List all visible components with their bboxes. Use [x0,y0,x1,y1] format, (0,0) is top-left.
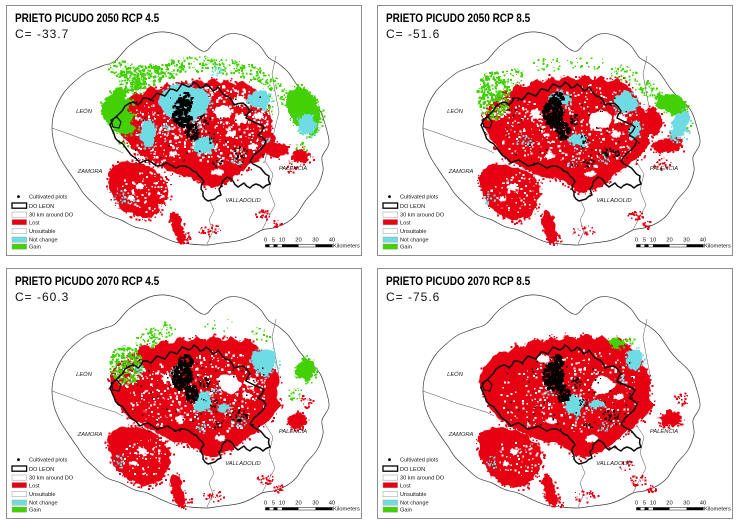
svg-text:DO LEON: DO LEON [400,467,425,473]
svg-text:ZAMORA: ZAMORA [448,169,474,175]
svg-text:Gain: Gain [400,508,412,514]
svg-text:5: 5 [643,500,646,506]
svg-text:VALLADOLID: VALLADOLID [596,461,631,467]
svg-text:Kilometers: Kilometers [704,507,731,513]
svg-text:VALLADOLID: VALLADOLID [225,461,260,467]
svg-text:Not change: Not change [29,238,58,244]
svg-text:DO LEON: DO LEON [400,204,425,210]
svg-text:5: 5 [643,237,646,243]
svg-text:30: 30 [312,237,318,243]
svg-text:40: 40 [329,500,335,506]
svg-text:Cultivated plots: Cultivated plots [29,195,67,201]
svg-text:Not change: Not change [29,501,58,507]
svg-text:Gain: Gain [29,245,41,251]
svg-text:Unsuitable: Unsuitable [29,492,55,498]
svg-text:Gain: Gain [400,245,412,251]
svg-text:Cultivated plots: Cultivated plots [400,458,438,464]
svg-text:30 km around DO: 30 km around DO [400,213,445,219]
svg-text:10: 10 [650,500,656,506]
svg-text:10: 10 [279,237,285,243]
svg-text:Cultivated plots: Cultivated plots [29,458,67,464]
svg-text:PALENCIA: PALENCIA [279,429,307,435]
svg-text:ZAMORA: ZAMORA [77,432,103,438]
svg-text:LEÓN: LEÓN [76,108,93,115]
svg-text:10: 10 [650,237,656,243]
svg-text:ZAMORA: ZAMORA [77,169,103,175]
svg-text:5: 5 [272,237,275,243]
svg-text:Cultivated plots: Cultivated plots [400,195,438,201]
svg-text:PALENCIA: PALENCIA [650,166,678,172]
svg-text:Not change: Not change [400,238,429,244]
svg-text:DO LEON: DO LEON [29,467,54,473]
svg-text:Lost: Lost [400,484,411,490]
svg-text:30: 30 [312,500,318,506]
svg-text:20: 20 [666,237,672,243]
svg-text:40: 40 [700,237,706,243]
svg-text:20: 20 [295,237,301,243]
svg-text:LEÓN: LEÓN [447,108,464,115]
svg-text:5: 5 [272,500,275,506]
svg-text:30 km around DO: 30 km around DO [400,476,445,482]
svg-text:30 km around DO: 30 km around DO [29,213,74,219]
svg-text:30 km around DO: 30 km around DO [29,476,74,482]
svg-text:PALENCIA: PALENCIA [279,166,307,172]
svg-text:Kilometers: Kilometers [704,244,731,250]
svg-text:Unsuitable: Unsuitable [400,492,426,498]
svg-text:Kilometers: Kilometers [333,507,360,513]
svg-text:ZAMORA: ZAMORA [448,432,474,438]
svg-text:40: 40 [700,500,706,506]
svg-text:Lost: Lost [29,484,40,490]
svg-text:0: 0 [635,237,638,243]
svg-text:30: 30 [683,500,689,506]
svg-text:VALLADOLID: VALLADOLID [596,198,631,204]
svg-text:PALENCIA: PALENCIA [650,429,678,435]
svg-text:40: 40 [329,237,335,243]
svg-text:DO LEON: DO LEON [29,204,54,210]
svg-text:20: 20 [666,500,672,506]
svg-text:Unsuitable: Unsuitable [29,229,55,235]
svg-text:10: 10 [279,500,285,506]
svg-text:30: 30 [683,237,689,243]
svg-text:Gain: Gain [29,508,41,514]
svg-text:20: 20 [295,500,301,506]
svg-text:VALLADOLID: VALLADOLID [225,198,260,204]
svg-text:Unsuitable: Unsuitable [400,229,426,235]
svg-text:Lost: Lost [29,221,40,227]
svg-text:Lost: Lost [400,221,411,227]
svg-text:0: 0 [635,500,638,506]
svg-text:Kilometers: Kilometers [333,244,360,250]
svg-text:0: 0 [264,237,267,243]
svg-text:Not change: Not change [400,501,429,507]
svg-text:LEÓN: LEÓN [76,371,93,378]
svg-text:LEÓN: LEÓN [447,371,464,378]
svg-text:0: 0 [264,500,267,506]
